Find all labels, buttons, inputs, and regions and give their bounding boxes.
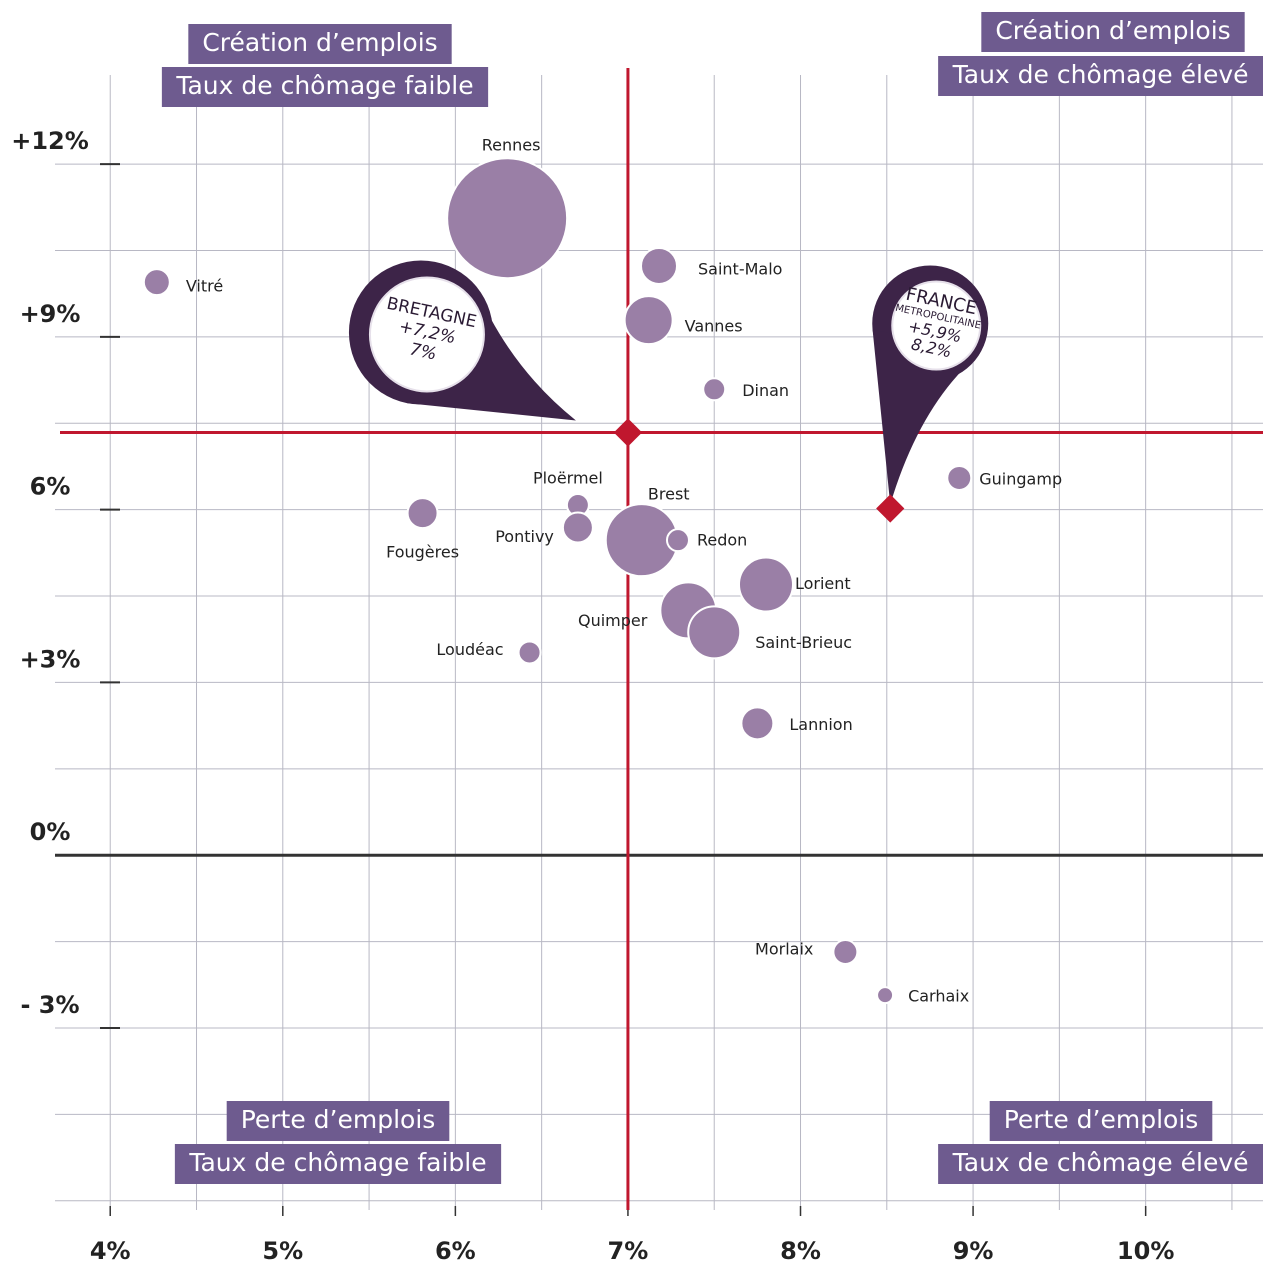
y-tick-label: +9%: [20, 300, 81, 328]
pin-inner: [368, 276, 485, 393]
bubble-label: Vitré: [186, 277, 223, 296]
quadrant-label: Création d’emplois: [202, 28, 437, 57]
x-tick-label: 4%: [90, 1237, 131, 1265]
x-tick-label: 8%: [780, 1237, 821, 1265]
y-tick-label: - 3%: [20, 991, 79, 1019]
quadrant-label: Taux de chômage élevé: [952, 1148, 1249, 1177]
bubble: [640, 247, 678, 286]
bubble-label: Morlaix: [755, 939, 813, 958]
bubble-label: Loudéac: [436, 640, 503, 659]
bubble-label: Redon: [697, 531, 747, 550]
x-tick-label: 6%: [435, 1237, 476, 1265]
bubble-label: Saint-Brieuc: [755, 633, 852, 652]
bubble-label: Ploërmel: [533, 469, 603, 488]
bubble-label: Quimper: [578, 611, 648, 630]
x-tick-label: 7%: [608, 1237, 649, 1265]
bubble: [142, 268, 171, 297]
bubble: [702, 377, 727, 402]
quadrant-box: [989, 1101, 1213, 1141]
bubble: [446, 157, 569, 280]
bubble: [740, 706, 775, 741]
bubble-label: Carhaix: [908, 987, 969, 1006]
bubble: [665, 528, 690, 553]
bubble: [946, 464, 973, 491]
bubble: [687, 605, 742, 660]
quadrant-box: [938, 56, 1263, 96]
quadrant-label: Taux de chômage élevé: [952, 60, 1249, 89]
quadrant-box: [174, 1144, 502, 1184]
marker: [613, 418, 643, 447]
bubble-label: Saint-Malo: [698, 260, 782, 279]
x-tick-label: 5%: [262, 1237, 303, 1265]
bubble: [832, 938, 859, 965]
bubble-label: Fougères: [386, 543, 459, 562]
bubble-label: Vannes: [685, 317, 743, 336]
y-tick-label: +3%: [20, 645, 81, 673]
bubble-label: Dinan: [742, 381, 789, 400]
bubble-label: Pontivy: [495, 527, 554, 546]
bubble-label: Guingamp: [979, 469, 1062, 488]
quadrant-label: Perte d’emplois: [241, 1105, 436, 1134]
bubble: [737, 556, 794, 613]
bubble: [623, 295, 674, 346]
y-tick-label: +12%: [11, 127, 89, 155]
quadrant-label: Taux de chômage faible: [188, 1148, 486, 1177]
quadrant-label: Perte d’emplois: [1004, 1105, 1199, 1134]
quadrant-label: Création d’emplois: [995, 16, 1230, 45]
bubble-label: Rennes: [482, 136, 541, 155]
quadrant-box: [161, 67, 489, 107]
bubble-label: Lorient: [795, 574, 851, 593]
bubble: [876, 986, 895, 1005]
pin-inner: [891, 280, 982, 371]
y-tick-label: 6%: [30, 473, 71, 501]
x-tick-label: 10%: [1117, 1237, 1174, 1265]
quadrant-box: [981, 12, 1245, 52]
bubble: [406, 497, 439, 530]
y-tick-label: 0%: [30, 818, 71, 846]
bubble-label: Lannion: [789, 715, 852, 734]
bubble: [561, 511, 594, 544]
x-tick-label: 9%: [953, 1237, 994, 1265]
quadrant-box: [188, 24, 452, 64]
bubble-label: Brest: [648, 485, 690, 504]
bubble: [517, 640, 542, 665]
quadrant-box: [938, 1144, 1263, 1184]
pin-tail: [872, 329, 981, 505]
quadrant-label: Taux de chômage faible: [175, 71, 473, 100]
marker: [876, 494, 905, 523]
quadrant-box: [226, 1101, 450, 1141]
